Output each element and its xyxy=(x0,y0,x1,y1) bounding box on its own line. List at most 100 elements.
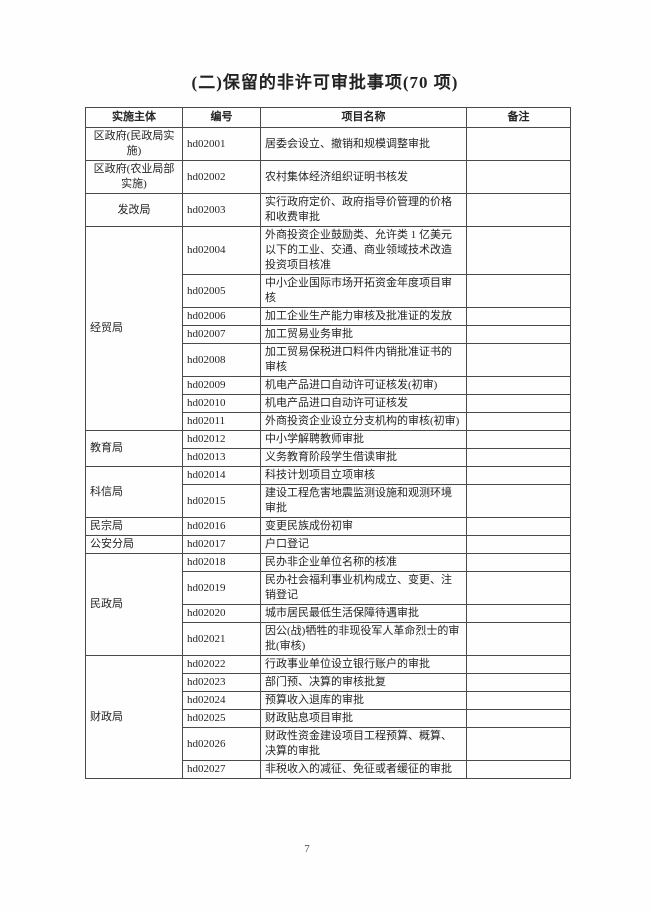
item-name: 机电产品进口自动许可证核发(初审) xyxy=(260,376,467,395)
table-row: 民宗局 hd02016 变更民族成份初审 xyxy=(85,517,571,536)
subject-cell: 民宗局 xyxy=(85,517,183,536)
item-code: hd02026 xyxy=(182,727,261,761)
item-code: hd02022 xyxy=(182,655,261,674)
table-row: 发改局 hd02003 实行政府定价、政府指导价管理的价格和收费审批 xyxy=(85,193,571,227)
item-remark xyxy=(466,709,571,728)
item-name: 外商投资企业设立分支机构的审核(初审) xyxy=(260,412,467,431)
header-remark: 备注 xyxy=(466,107,571,128)
subject-cell: 公安分局 xyxy=(85,535,183,554)
item-remark xyxy=(466,376,571,395)
item-name: 户口登记 xyxy=(260,535,467,554)
item-code: hd02013 xyxy=(182,448,261,467)
approval-items-table: 实施主体 编号 项目名称 备注 区政府(民政局实施) hd02001 居委会设立、撤… xyxy=(85,107,571,779)
table-row: hd02023 部门预、决算的审核批复 xyxy=(86,673,571,692)
item-code: hd02001 xyxy=(182,127,261,161)
table-row: hd02011 外商投资企业设立分支机构的审核(初审) xyxy=(86,412,571,431)
table-row: hd02005 中小企业国际市场开拓资金年度项目审核 xyxy=(86,274,571,308)
table-row: 科信局 hd02014 科技计划项目立项审核 xyxy=(85,466,571,518)
item-name: 民办非企业单位名称的核准 xyxy=(260,553,467,572)
item-name: 建设工程危害地震监测设施和观测环境审批 xyxy=(260,484,467,518)
item-name: 部门预、决算的审核批复 xyxy=(260,673,467,692)
item-name: 农村集体经济组织证明书核发 xyxy=(260,160,467,194)
table-row: hd02021 因公(战)牺牲的非现役军人革命烈士的审批(审核) xyxy=(86,622,571,656)
item-name: 实行政府定价、政府指导价管理的价格和收费审批 xyxy=(260,193,467,227)
item-remark xyxy=(466,655,571,674)
item-name: 城市居民最低生活保障待遇审批 xyxy=(260,604,467,623)
table-row: hd02027 非税收入的减征、免征或者缓征的审批 xyxy=(86,760,571,779)
item-remark xyxy=(466,274,571,308)
item-remark xyxy=(466,673,571,692)
item-code: hd02014 xyxy=(182,466,261,485)
table-row: 区政府(民政局实施) hd02001 居委会设立、撤销和规模调整审批 xyxy=(85,127,571,161)
subject-cell: 财政局 xyxy=(85,655,183,779)
item-code: hd02004 xyxy=(182,226,261,275)
table-row: hd02013 义务教育阶段学生借读审批 xyxy=(86,448,571,467)
item-code: hd02007 xyxy=(182,325,261,344)
item-remark xyxy=(466,343,571,377)
table-row: hd02019 民办社会福利事业机构成立、变更、注销登记 xyxy=(86,571,571,605)
item-name: 居委会设立、撤销和规模调整审批 xyxy=(260,127,467,161)
item-name: 科技计划项目立项审核 xyxy=(260,466,467,485)
section-title: (二)保留的非许可审批事项(70 项) xyxy=(191,73,459,92)
item-remark xyxy=(466,484,571,518)
item-code: hd02002 xyxy=(182,160,261,194)
table-body: 区政府(民政局实施) hd02001 居委会设立、撤销和规模调整审批 区政府(农业局部… xyxy=(85,127,571,779)
item-code: hd02017 xyxy=(182,535,261,554)
item-name: 行政事业单位设立银行账户的审批 xyxy=(260,655,467,674)
item-name: 财政贴息项目审批 xyxy=(260,709,467,728)
table-row: hd02007 加工贸易业务审批 xyxy=(86,325,571,344)
item-name: 加工企业生产能力审核及批准证的发放 xyxy=(260,307,467,326)
item-remark xyxy=(466,571,571,605)
subject-cell: 区政府(民政局实施) xyxy=(85,127,183,161)
subject-cell: 经贸局 xyxy=(85,226,183,431)
page-number: 7 xyxy=(304,843,310,855)
item-code: hd02015 xyxy=(182,484,261,518)
item-code: hd02003 xyxy=(182,193,261,227)
item-code: hd02008 xyxy=(182,343,261,377)
item-code: hd02023 xyxy=(182,673,261,692)
item-code: hd02019 xyxy=(182,571,261,605)
item-remark xyxy=(466,160,571,194)
table-row: 民政局 hd02018 民办非企业单位名称的核准 xyxy=(85,553,571,656)
item-remark xyxy=(466,448,571,467)
item-remark xyxy=(466,691,571,710)
table-row: 财政局 hd02022 行政事业单位设立银行账户的审批 xyxy=(85,655,571,779)
item-name: 加工贸易保税进口料件内销批准证书的审核 xyxy=(260,343,467,377)
item-name: 预算收入退库的审批 xyxy=(260,691,467,710)
item-code: hd02016 xyxy=(182,517,261,536)
table-header-row: 实施主体 编号 项目名称 备注 xyxy=(85,107,571,128)
item-name: 民办社会福利事业机构成立、变更、注销登记 xyxy=(260,571,467,605)
item-remark xyxy=(466,622,571,656)
item-name: 非税收入的减征、免征或者缓征的审批 xyxy=(260,760,467,779)
item-remark xyxy=(466,604,571,623)
item-remark xyxy=(466,553,571,572)
header-subject: 实施主体 xyxy=(85,107,183,128)
item-name: 机电产品进口自动许可证核发 xyxy=(260,394,467,413)
item-remark xyxy=(466,394,571,413)
item-remark xyxy=(466,325,571,344)
item-name: 因公(战)牺牲的非现役军人革命烈士的审批(审核) xyxy=(260,622,467,656)
item-name: 加工贸易业务审批 xyxy=(260,325,467,344)
item-name: 义务教育阶段学生借读审批 xyxy=(260,448,467,467)
item-remark xyxy=(466,412,571,431)
item-code: hd02012 xyxy=(182,430,261,449)
item-code: hd02024 xyxy=(182,691,261,710)
item-remark xyxy=(466,466,571,485)
item-code: hd02021 xyxy=(182,622,261,656)
item-remark xyxy=(466,307,571,326)
subject-cell: 民政局 xyxy=(85,553,183,656)
item-remark xyxy=(466,193,571,227)
table-row: 教育局 hd02012 中小学解聘教师审批 xyxy=(85,430,571,467)
item-remark xyxy=(466,226,571,275)
item-code: hd02025 xyxy=(182,709,261,728)
item-code: hd02009 xyxy=(182,376,261,395)
item-code: hd02006 xyxy=(182,307,261,326)
header-item-name: 项目名称 xyxy=(260,107,467,128)
subject-cell: 区政府(农业局部实施) xyxy=(85,160,183,194)
item-remark xyxy=(466,535,571,554)
item-remark xyxy=(466,127,571,161)
table-row: 经贸局 hd02004 外商投资企业鼓励类、允许类 1 亿美元以下的工业、交通、商业… xyxy=(85,226,571,431)
item-code: hd02005 xyxy=(182,274,261,308)
item-remark xyxy=(466,517,571,536)
